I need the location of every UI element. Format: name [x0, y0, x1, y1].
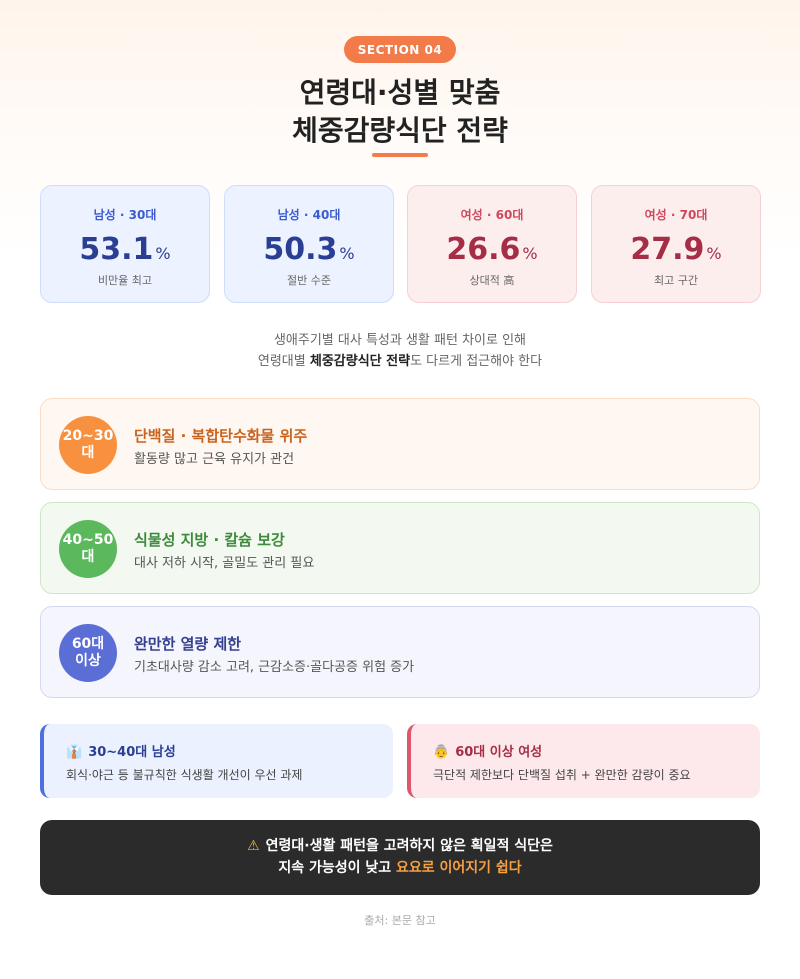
strategy-card-60s-plus: 60대 이상 완만한 열량 제한 기초대사량 감소 고려, 근감소증·골다공증 위… — [40, 606, 760, 698]
stat-label: 남성 · 40대 — [277, 208, 341, 222]
strategy-card-40-50s: 40~50대 식물성 지방 · 칼슘 보강 대사 저하 시작, 골밀도 관리 필… — [40, 502, 760, 594]
note-title: 👵 60대 이상 여성 — [433, 745, 543, 760]
strategy-title: 단백질 · 복합탄수화물 위주 — [134, 427, 308, 445]
strategy-title: 식물성 지방 · 칼슘 보강 — [134, 531, 285, 549]
description-line-2: 연령대별 체중감량식단 전략도 다르게 접근해야 한다 — [257, 354, 543, 369]
stat-card-male-40s: 남성 · 40대 50.3% 절반 수준 — [224, 185, 394, 303]
note-text: 극단적 제한보다 단백질 섭취 + 완만한 감량이 중요 — [433, 768, 691, 782]
title-line-2: 체중감량식단 전략 — [292, 114, 508, 147]
strategy-card-20-30s: 20~30대 단백질 · 복합탄수화물 위주 활동량 많고 근육 유지가 관건 — [40, 398, 760, 490]
source-note: 출처: 본문 참고 — [364, 914, 436, 927]
stat-label: 여성 · 60대 — [460, 208, 524, 222]
stat-sub: 비만율 최고 — [97, 274, 153, 287]
note-text: 회식·야근 등 불규칙한 식생활 개선이 우선 과제 — [66, 768, 303, 782]
age-circle: 40~50대 — [59, 520, 117, 578]
note-male: 👔 30~40대 남성 회식·야근 등 불규칙한 식생활 개선이 우선 과제 — [40, 724, 393, 798]
stat-label: 남성 · 30대 — [93, 208, 157, 222]
section-badge: SECTION 04 — [344, 36, 456, 63]
stat-card-female-60s: 여성 · 60대 26.6% 상대적 高 — [407, 185, 577, 303]
note-title: 👔 30~40대 남성 — [66, 745, 176, 760]
age-circle: 60대 이상 — [59, 624, 117, 682]
stat-value: 50.3% — [263, 232, 355, 267]
title-underline — [372, 153, 428, 157]
stat-value: 53.1% — [79, 232, 171, 267]
stat-sub: 절반 수준 — [287, 274, 331, 287]
strategy-title: 완만한 열량 제한 — [134, 635, 242, 653]
strategy-sub: 대사 저하 시작, 골밀도 관리 필요 — [134, 556, 315, 571]
stat-card-female-70s: 여성 · 70대 27.9% 최고 구간 — [591, 185, 761, 303]
description-line-1: 생애주기별 대사 특성과 생활 패턴 차이로 인해 — [273, 333, 527, 348]
man-office-icon: 👔 — [66, 745, 83, 760]
strategy-sub: 활동량 많고 근육 유지가 관건 — [134, 452, 295, 467]
warning-line-2: 지속 가능성이 낮고 요요로 이어지기 쉽다 — [278, 860, 522, 876]
description: 생애주기별 대사 특성과 생활 패턴 차이로 인해 연령대별 체중감량식단 전략… — [0, 330, 800, 372]
title-line-1: 연령대·성별 맞춤 — [299, 76, 501, 109]
warning-line-1: ⚠ 연령대·생활 패턴을 고려하지 않은 획일적 식단은 — [247, 838, 553, 854]
note-female: 👵 60대 이상 여성 극단적 제한보다 단백질 섭취 + 완만한 감량이 중요 — [407, 724, 760, 798]
older-woman-icon: 👵 — [433, 745, 450, 760]
warning-icon: ⚠ — [247, 838, 260, 854]
age-circle: 20~30대 — [59, 416, 117, 474]
page-title: 연령대·성별 맞춤 체중감량식단 전략 — [0, 74, 800, 150]
strategy-sub: 기초대사량 감소 고려, 근감소증·골다공증 위험 증가 — [134, 660, 415, 675]
warning-box: ⚠ 연령대·생활 패턴을 고려하지 않은 획일적 식단은 지속 가능성이 낮고 요… — [40, 820, 760, 895]
stat-sub: 최고 구간 — [654, 274, 698, 287]
stat-card-male-30s: 남성 · 30대 53.1% 비만율 최고 — [40, 185, 210, 303]
stat-label: 여성 · 70대 — [644, 208, 708, 222]
stat-sub: 상대적 高 — [469, 274, 515, 287]
stat-value: 26.6% — [446, 232, 538, 267]
stat-value: 27.9% — [630, 232, 722, 267]
